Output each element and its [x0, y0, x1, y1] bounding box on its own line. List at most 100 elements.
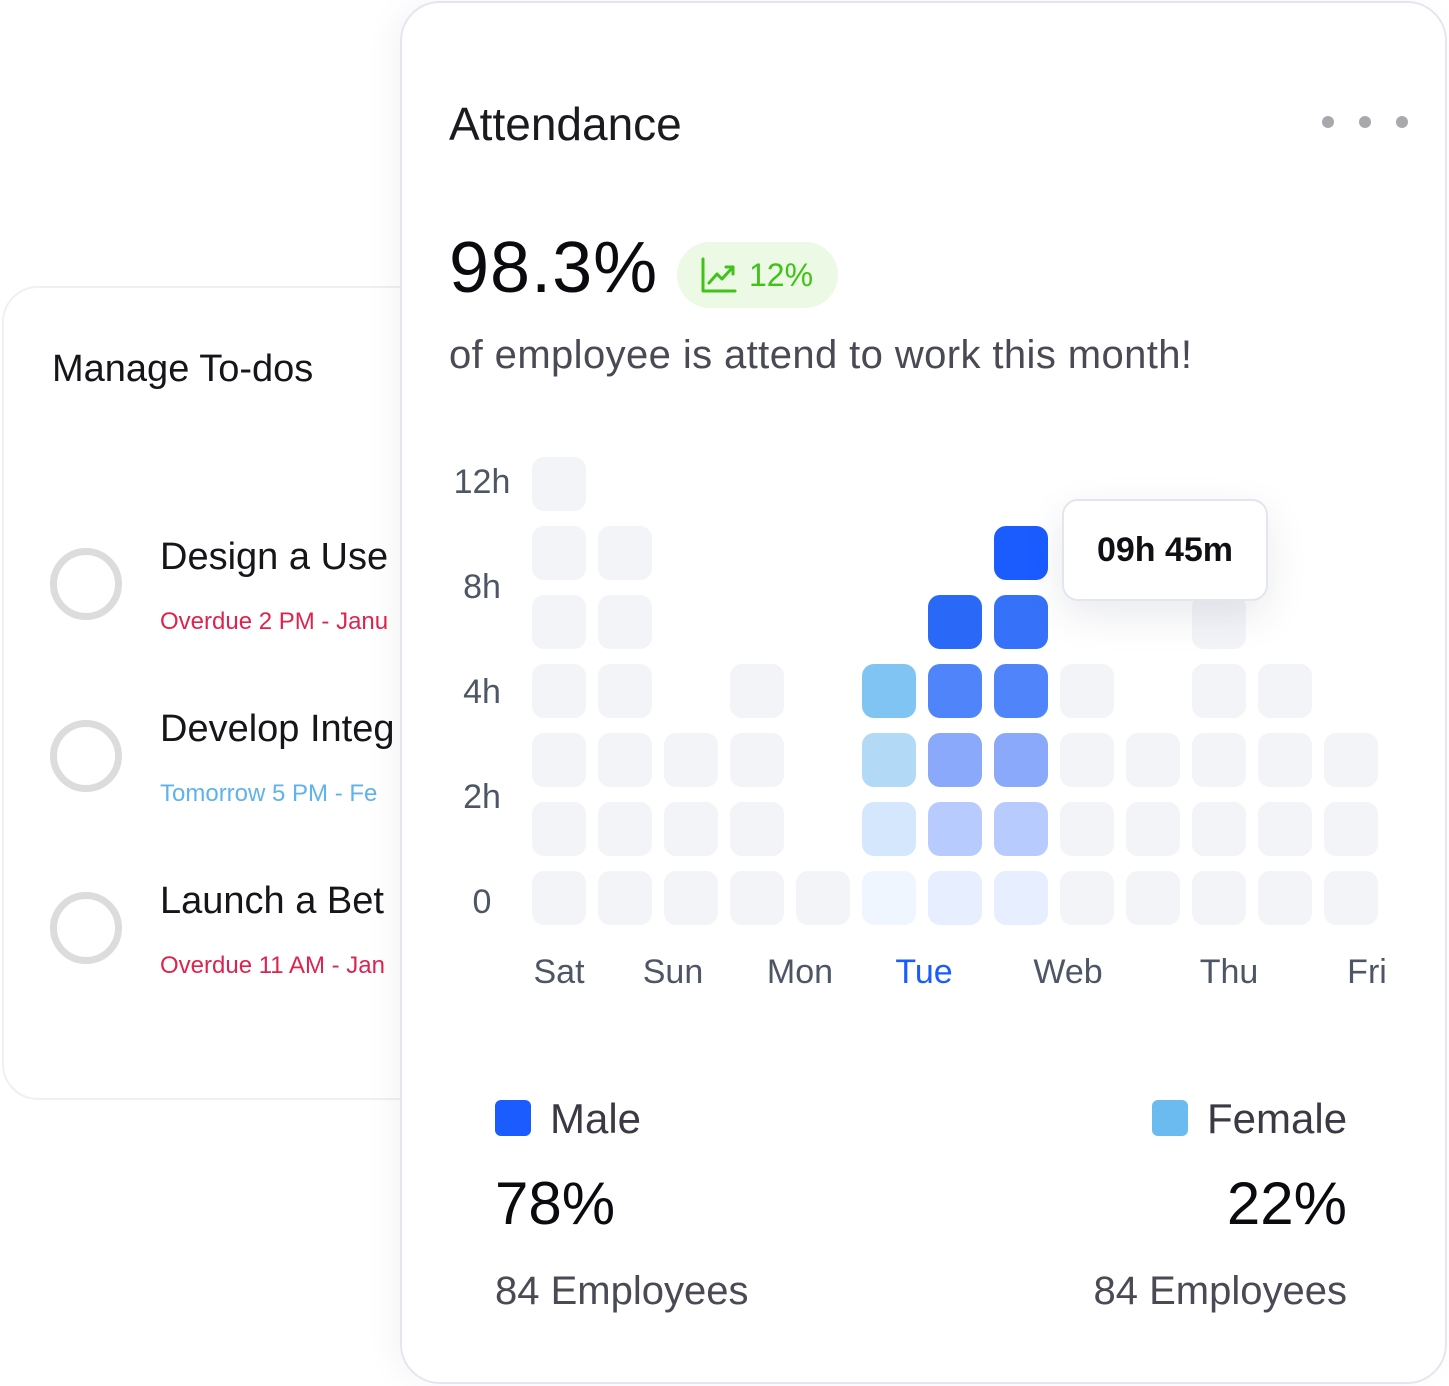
todo-checkbox[interactable]	[50, 720, 122, 792]
todo-item[interactable]: Launch a Bet Overdue 11 AM - Jan	[4, 880, 524, 1032]
heatmap-cell[interactable]	[928, 664, 982, 718]
heatmap-cell[interactable]	[1192, 733, 1246, 787]
x-axis-day-label[interactable]: Fri	[1347, 953, 1387, 991]
x-axis-day-label[interactable]: Thu	[1199, 953, 1259, 991]
heatmap-cell[interactable]	[532, 871, 586, 925]
male-employee-count: 84 Employees	[495, 1269, 749, 1313]
trend-badge: 12%	[677, 242, 838, 308]
heatmap-cell[interactable]	[994, 526, 1048, 580]
x-axis-day-label[interactable]: Sun	[642, 953, 704, 991]
heatmap-cell[interactable]	[1324, 733, 1378, 787]
heatmap-cell[interactable]	[928, 733, 982, 787]
heatmap-cell[interactable]	[1258, 802, 1312, 856]
heatmap-cell[interactable]	[994, 802, 1048, 856]
heatmap-cell[interactable]	[994, 595, 1048, 649]
chart-tooltip: 09h 45m	[1062, 499, 1268, 601]
heatmap-cell[interactable]	[1192, 802, 1246, 856]
heatmap-cell[interactable]	[598, 595, 652, 649]
female-legend-swatch	[1152, 1100, 1188, 1136]
todo-item[interactable]: Design a Use Overdue 2 PM - Janu	[4, 536, 524, 688]
male-legend-swatch	[495, 1100, 531, 1136]
heatmap-cell[interactable]	[994, 733, 1048, 787]
heatmap-cell[interactable]	[598, 802, 652, 856]
heatmap-cell[interactable]	[1258, 664, 1312, 718]
todo-checkbox[interactable]	[50, 892, 122, 964]
heatmap-cell[interactable]	[1192, 595, 1246, 649]
y-axis-tick: 8h	[463, 568, 501, 606]
heatmap-cell[interactable]	[730, 871, 784, 925]
y-axis-tick: 2h	[463, 778, 501, 816]
more-options-button[interactable]	[1322, 107, 1408, 137]
heatmap-cell[interactable]	[862, 733, 916, 787]
female-legend-label: Female	[1207, 1095, 1348, 1142]
heatmap-cell[interactable]	[730, 664, 784, 718]
heatmap-cell[interactable]	[1126, 871, 1180, 925]
todo-item[interactable]: Develop Integ Tomorrow 5 PM - Fe	[4, 708, 524, 860]
y-axis-tick: 0	[472, 883, 492, 921]
attendance-rate: 98.3%	[449, 228, 659, 308]
male-percentage: 78%	[495, 1170, 616, 1237]
attendance-title: Attendance	[449, 98, 682, 150]
more-horizontal-icon	[1359, 116, 1371, 128]
y-axis-tick: 4h	[463, 673, 501, 711]
heatmap-cell[interactable]	[994, 664, 1048, 718]
todo-due-date: Overdue 2 PM - Janu	[160, 608, 389, 635]
heatmap-cell[interactable]	[1324, 871, 1378, 925]
attendance-heatmap: 12h 8h 4h 2h 0 Sat Sun Mon Tue Web Thu Fri	[402, 3, 1449, 1013]
heatmap-cell[interactable]	[862, 871, 916, 925]
y-axis-tick: 12h	[453, 463, 511, 501]
heatmap-cell[interactable]	[1258, 733, 1312, 787]
heatmap-cell[interactable]	[1126, 802, 1180, 856]
heatmap-cell[interactable]	[1060, 664, 1114, 718]
attendance-subtitle: of employee is attend to work this month…	[449, 333, 1193, 377]
heatmap-cell[interactable]	[862, 664, 916, 718]
heatmap-cell[interactable]	[664, 871, 718, 925]
heatmap-cell[interactable]	[532, 664, 586, 718]
female-percentage: 22%	[1226, 1170, 1347, 1237]
heatmap-cell[interactable]	[928, 595, 982, 649]
more-horizontal-icon	[1322, 116, 1334, 128]
heatmap-cell[interactable]	[730, 802, 784, 856]
more-horizontal-icon	[1396, 116, 1408, 128]
heatmap-cell[interactable]	[796, 871, 850, 925]
heatmap-cell[interactable]	[1258, 871, 1312, 925]
heatmap-cell[interactable]	[664, 802, 718, 856]
heatmap-cell[interactable]	[664, 733, 718, 787]
todo-due-date: Tomorrow 5 PM - Fe	[160, 780, 378, 807]
heatmap-cell[interactable]	[862, 802, 916, 856]
heatmap-cell[interactable]	[598, 871, 652, 925]
female-employee-count: 84 Employees	[1093, 1269, 1347, 1313]
heatmap-cell[interactable]	[532, 526, 586, 580]
heatmap-cell[interactable]	[994, 871, 1048, 925]
heatmap-cell[interactable]	[928, 871, 982, 925]
todos-title: Manage To-dos	[52, 348, 314, 390]
x-axis-day-label[interactable]: Sat	[533, 953, 585, 991]
trending-up-icon	[701, 257, 737, 293]
heatmap-cell[interactable]	[598, 526, 652, 580]
todo-name: Design a Use	[160, 536, 389, 578]
heatmap-cell[interactable]	[730, 733, 784, 787]
x-axis-day-label[interactable]: Web	[1033, 953, 1103, 991]
heatmap-cell[interactable]	[532, 457, 586, 511]
attendance-card: Attendance 98.3% 12% of employee is atte…	[400, 1, 1447, 1384]
heatmap-cell[interactable]	[1060, 802, 1114, 856]
trend-value: 12%	[749, 256, 814, 293]
heatmap-cell[interactable]	[532, 802, 586, 856]
heatmap-cell[interactable]	[1126, 733, 1180, 787]
x-axis-day-label[interactable]: Mon	[766, 953, 834, 991]
heatmap-cell[interactable]	[1192, 871, 1246, 925]
heatmap-cell[interactable]	[928, 802, 982, 856]
heatmap-cell[interactable]	[1192, 664, 1246, 718]
todo-name: Launch a Bet	[160, 880, 384, 922]
heatmap-cell[interactable]	[598, 733, 652, 787]
x-axis-day-label[interactable]: Tue	[895, 953, 953, 991]
heatmap-cell[interactable]	[1060, 733, 1114, 787]
heatmap-cell[interactable]	[598, 664, 652, 718]
heatmap-cell[interactable]	[532, 595, 586, 649]
todo-checkbox[interactable]	[50, 548, 122, 620]
heatmap-cell[interactable]	[1324, 802, 1378, 856]
heatmap-cell[interactable]	[1060, 871, 1114, 925]
todo-name: Develop Integ	[160, 708, 395, 750]
heatmap-cell[interactable]	[532, 733, 586, 787]
male-legend-label: Male	[550, 1095, 642, 1142]
